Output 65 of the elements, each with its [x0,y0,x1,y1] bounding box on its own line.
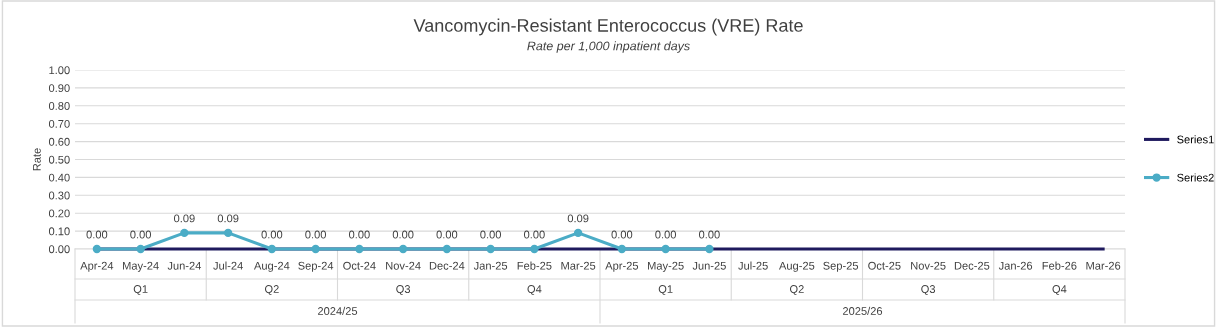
x-tick-label: Dec-24 [429,261,465,270]
data-label: 0.00 [655,230,676,239]
data-label: 0.00 [261,230,283,239]
data-label: 0.00 [130,230,151,239]
x-tick-label: Feb-25 [517,261,552,270]
x-tick-label: Jul-24 [213,261,243,270]
y-tick-label: 0.20 [48,209,70,218]
x-tick-label: Oct-24 [343,261,376,270]
data-label: 0.00 [611,230,633,239]
y-tick-label: 0.40 [48,173,70,182]
x-tick-label: May-24 [123,261,159,272]
text: Q2 [789,285,804,295]
y-axis-title: Rate [33,148,41,171]
y-tick-label: 0.70 [48,119,70,128]
x-tick-label: Oct-25 [868,261,901,270]
x-tick-label: Jun-24 [167,261,202,270]
text: 2024/25 [317,306,358,315]
text: Q2 [264,285,279,295]
y-tick-label: 0.90 [48,84,70,93]
x-tick-label: Nov-24 [386,261,421,270]
x-tick-label: Feb-26 [1042,261,1077,270]
legend-label: Series2 [1177,173,1214,182]
text: 2025/26 [842,306,883,315]
y-tick-label: 0.80 [48,102,70,110]
text: Q1 [658,285,673,295]
x-tick-label: Apr-24 [80,261,114,272]
x-tick-label: Dec-25 [954,261,990,270]
data-label: 0.09 [217,214,239,223]
y-tick-label: 1.00 [49,66,70,75]
x-tick-label: Apr-25 [605,261,639,272]
x-tick-label: Jan-25 [473,261,508,270]
data-label: 0.09 [567,214,589,223]
x-tick-label: Nov-25 [911,261,946,270]
chart-title: Vancomycin-Resistant Enterococcus (VRE) Rate [413,18,803,36]
x-tick-label: Sep-25 [823,261,859,272]
data-label: 0.00 [436,230,458,239]
y-tick-label: 0.60 [48,137,70,146]
data-label: 0.00 [699,230,720,239]
data-label: 0.00 [480,230,501,239]
text: Q4 [1052,285,1067,295]
text: Q1 [133,285,148,295]
text: Q4 [527,285,542,295]
data-label: 0.00 [86,230,108,239]
x-tick-label: Jul-25 [738,261,768,270]
x-tick-label: Aug-24 [253,261,290,272]
chart-subtitle: Rate per 1,000 inpatient days [527,41,690,53]
x-tick-label: Jan-26 [998,261,1033,270]
y-tick-label: 0.30 [48,191,70,200]
data-label: 0.00 [349,230,370,239]
data-label: 0.00 [305,230,326,239]
y-tick-label: 0.00 [48,245,70,254]
legend-label: Series1 [1177,135,1214,144]
data-label: 0.00 [392,230,414,239]
x-tick-label: Mar-26 [1086,261,1121,270]
y-tick-label: 0.50 [48,155,70,164]
text: Q3 [921,285,936,295]
data-label: 0.00 [524,230,545,239]
x-tick-label: Aug-25 [778,261,815,272]
y-tick-label: 0.10 [48,227,70,236]
x-tick-label: Sep-24 [298,261,334,272]
data-label: 0.09 [174,214,195,223]
x-tick-label: May-25 [648,261,684,272]
x-tick-label: Jun-25 [692,261,726,270]
text: Q3 [396,285,411,295]
x-tick-label: Mar-25 [561,261,596,270]
